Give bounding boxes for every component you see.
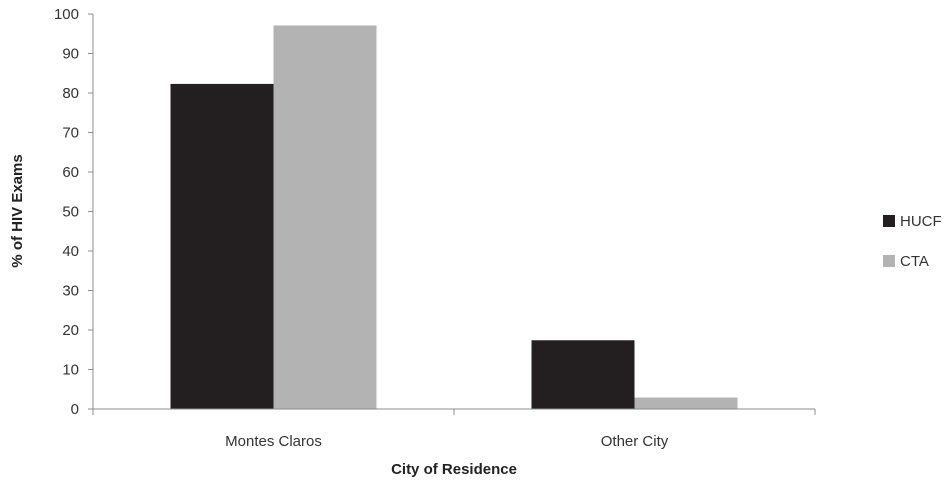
y-tick-label: 60 [62, 164, 79, 181]
y-tick-label: 40 [62, 243, 79, 260]
bar-hucf-montes-claros [170, 83, 274, 409]
bars [170, 25, 738, 410]
x-axis-ticks [92, 409, 816, 415]
y-tick-label: 0 [71, 401, 79, 418]
x-category-label: Other City [601, 433, 669, 450]
legend-label-cta: CTA [900, 253, 929, 270]
y-tick-label: 80 [62, 85, 79, 102]
y-axis-title: % of HIV Exams [9, 154, 26, 267]
legend-label-hucf: HUCF [900, 213, 942, 230]
y-tick-label: 10 [62, 362, 79, 379]
legend: HUCF CTA [883, 213, 942, 270]
x-axis-category-labels: Montes Claros Other City [225, 433, 669, 450]
y-tick-label: 30 [62, 283, 79, 300]
legend-swatch-cta [883, 255, 895, 267]
y-tick-label: 100 [54, 6, 79, 23]
y-tick-label: 90 [62, 46, 79, 63]
x-axis-title: City of Residence [391, 461, 517, 478]
bar-hucf-other-city [531, 340, 635, 409]
y-tick-label: 70 [62, 125, 79, 142]
bar-cta-other-city [634, 397, 738, 409]
legend-swatch-hucf [883, 215, 895, 227]
bar-cta-montes-claros [273, 25, 377, 410]
y-tick-label: 50 [62, 204, 79, 221]
y-tick-label: 20 [62, 322, 79, 339]
y-axis-ticks: 0 10 20 30 40 50 60 70 80 90 100 [54, 6, 93, 418]
x-category-label: Montes Claros [225, 433, 322, 450]
